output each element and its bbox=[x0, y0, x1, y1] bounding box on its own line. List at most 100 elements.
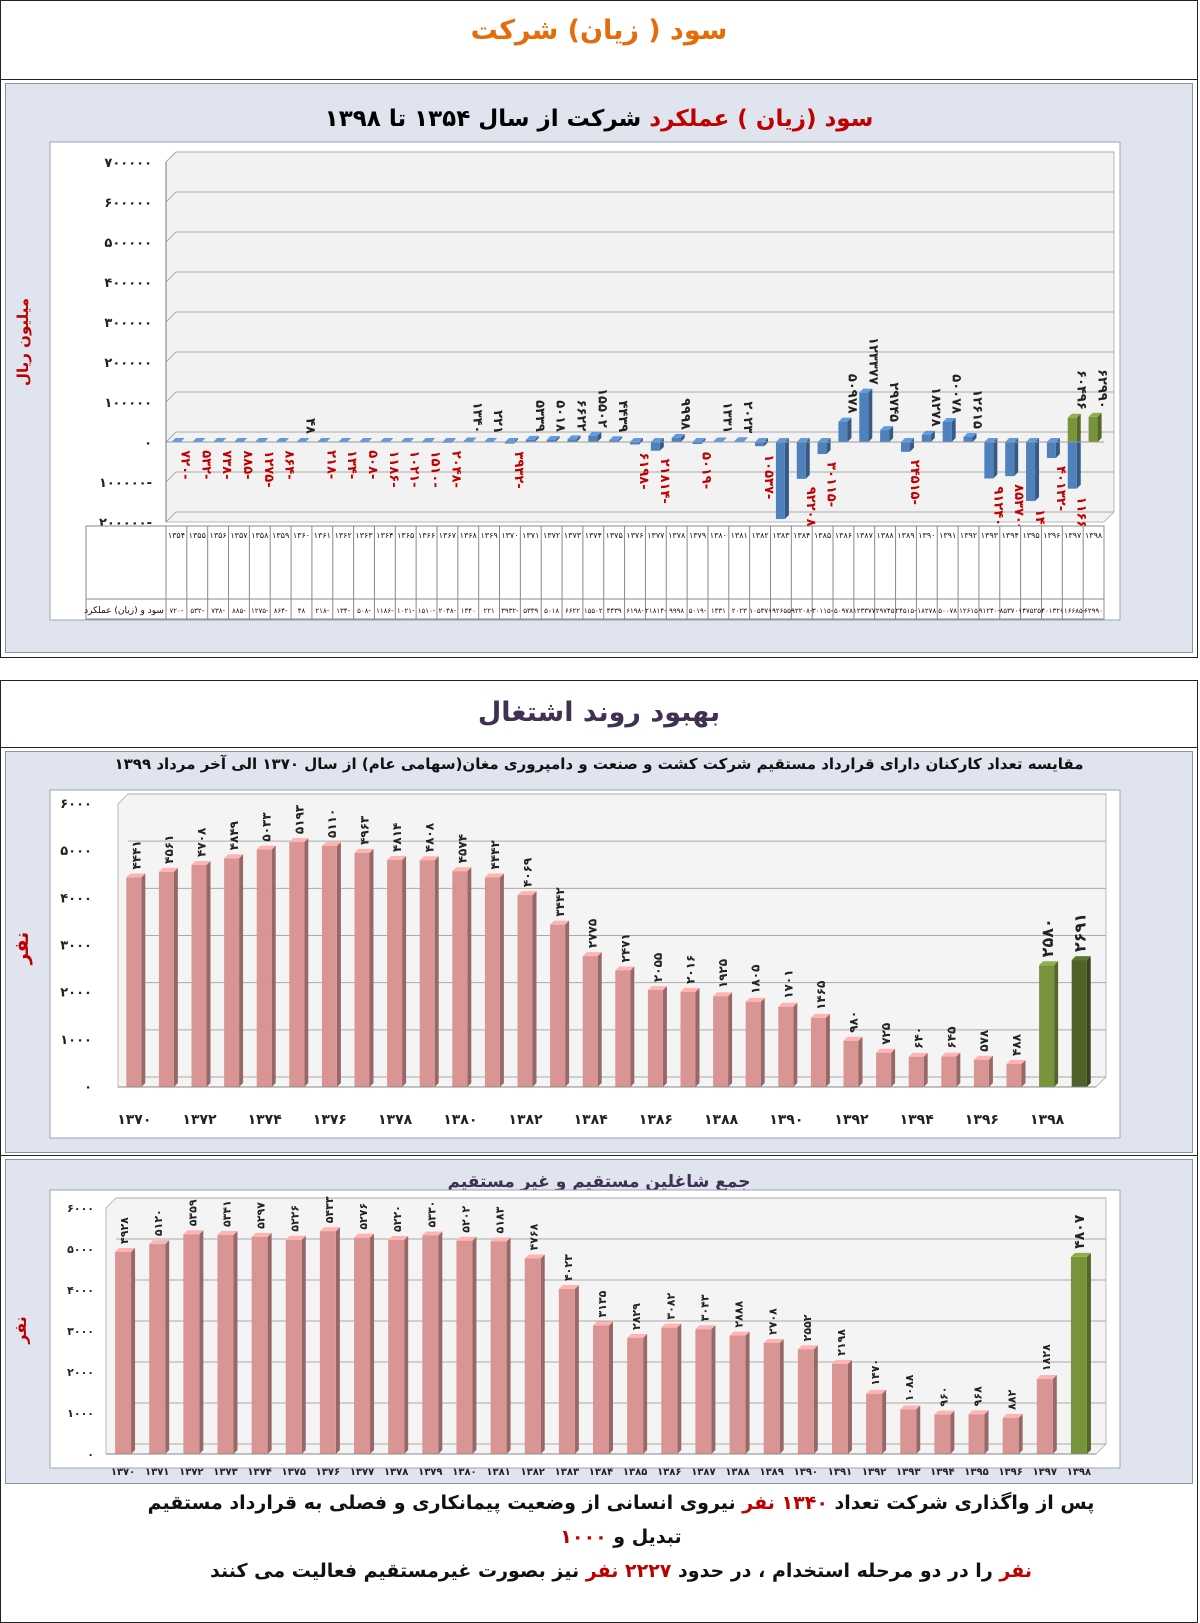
x-tick-label: ۱۳۸۷ bbox=[856, 531, 874, 540]
bar-side bbox=[540, 1254, 545, 1454]
bar-side bbox=[1076, 413, 1081, 442]
bar bbox=[661, 1327, 678, 1454]
data-label: ۵۱۱۰ bbox=[325, 809, 339, 838]
table-value: ۷۳۸- bbox=[211, 607, 225, 615]
bar-side bbox=[1021, 1059, 1026, 1087]
bar-side bbox=[434, 856, 439, 1087]
x-tick-label: ۱۳۷۲ bbox=[179, 1467, 203, 1478]
y-tick-label: ۲۰۰۰ bbox=[67, 1366, 94, 1379]
bar-top bbox=[289, 838, 309, 843]
bar bbox=[321, 845, 337, 1087]
bar bbox=[452, 871, 468, 1087]
data-label: ۲۵۵۲ bbox=[801, 1314, 814, 1341]
bar-side bbox=[301, 1235, 306, 1454]
bar bbox=[921, 434, 931, 442]
bar-side bbox=[180, 438, 185, 443]
bar-side bbox=[565, 920, 570, 1087]
bar-top bbox=[680, 987, 700, 992]
note-line-1: پس از واگذاری شرکت تعداد ۱۳۴۰ نفر نیروی … bbox=[121, 1486, 1121, 1554]
data-label: ۲۵۸۰ bbox=[1038, 918, 1057, 957]
data-label: ۲۶۹۱ bbox=[1071, 913, 1090, 952]
employment-section-title: بهبود روند اشتغال bbox=[477, 697, 721, 728]
data-label: ۲۹۷۴۵ bbox=[886, 382, 901, 422]
data-label: ۶۴۰ bbox=[912, 1027, 926, 1049]
bar-top bbox=[763, 1338, 784, 1343]
x-tick-label: ۱۳۷۴ bbox=[247, 1467, 271, 1478]
data-label: ۹۶۸ bbox=[972, 1386, 985, 1406]
x-tick-label: ۱۳۹۱ bbox=[939, 531, 956, 540]
bar-top bbox=[317, 438, 331, 442]
data-label: ۴۰۲۳ bbox=[562, 1254, 575, 1281]
bar bbox=[149, 1244, 166, 1454]
bar-top bbox=[921, 430, 935, 435]
bar-side bbox=[695, 987, 700, 1087]
bar-top bbox=[442, 438, 456, 442]
data-label: ۵۰۹۷۸ bbox=[844, 374, 859, 414]
data-label: ۴۴۴۱ bbox=[129, 840, 143, 869]
bar bbox=[567, 439, 577, 442]
table-value: ۲۰۲۳ bbox=[732, 607, 747, 615]
bar-top bbox=[973, 1055, 993, 1060]
x-tick-label: ۱۳۸۵ bbox=[623, 1467, 647, 1478]
x-tick-label: ۱۳۸۹ bbox=[897, 531, 914, 540]
bar bbox=[671, 438, 681, 442]
data-label: ۹۹۹۸ bbox=[678, 398, 693, 430]
x-tick-label: ۱۳۷۳ bbox=[564, 531, 582, 540]
data-label: ۵۲۹۷ bbox=[255, 1202, 268, 1229]
bar bbox=[796, 442, 806, 479]
data-label: ۲۲۱ bbox=[490, 410, 505, 434]
note-highlight: ۱۰۰۰ bbox=[560, 1526, 607, 1548]
profit-chart-panel: سود (زیان ) عملکرد شرکت از سال ۱۳۵۴ تا ۱… bbox=[5, 83, 1193, 653]
data-label: ۷۲۰- bbox=[177, 450, 192, 479]
bar bbox=[609, 440, 619, 442]
bar bbox=[217, 1235, 234, 1454]
bar-top bbox=[968, 1410, 989, 1415]
bar-top bbox=[866, 1389, 887, 1394]
bar-side bbox=[1086, 956, 1091, 1087]
x-tick-label: ۱۳۹۲ bbox=[862, 1467, 886, 1478]
bar-side bbox=[858, 1036, 863, 1087]
bar bbox=[354, 1237, 371, 1454]
bar-top bbox=[984, 438, 998, 442]
y-tick-label: ۰ bbox=[144, 436, 152, 451]
bar-side bbox=[1086, 1252, 1091, 1454]
data-label: ۱۰۵۳۷- bbox=[761, 454, 776, 499]
bar-side bbox=[239, 854, 244, 1087]
bar-top bbox=[755, 438, 769, 442]
note-text: پس از واگذاری شرکت تعداد bbox=[827, 1492, 1095, 1514]
bar bbox=[126, 877, 142, 1087]
x-tick-label: ۱۳۷۲ bbox=[543, 531, 560, 540]
bar-top bbox=[224, 854, 244, 859]
x-tick-label: ۱۳۷۶ bbox=[626, 531, 643, 540]
table-value: ۵۰۹۷۸ bbox=[834, 607, 853, 615]
x-tick-label: ۱۳۷۵ bbox=[606, 531, 623, 540]
total-employees-panel: جمع شاغلین مستقیم و غیر مستقیم ۶۰۰۰ ۵۰۰۰ ۴… bbox=[5, 1159, 1193, 1484]
data-label: ۹۱۲۴۰- bbox=[990, 486, 1005, 531]
bar-top bbox=[251, 1232, 272, 1237]
x-tick-label: ۱۳۹۲ bbox=[960, 531, 977, 540]
data-label: ۲۱۸۱۴- bbox=[657, 459, 672, 504]
bar-side bbox=[404, 1235, 409, 1454]
x-tick-label: ۱۳۷۸ bbox=[378, 1112, 413, 1128]
bar-top bbox=[1070, 1252, 1091, 1257]
y-tick-label: ۵۰۰۰ bbox=[60, 844, 92, 859]
bar bbox=[354, 852, 370, 1087]
data-label: ۲۱۹۸ bbox=[835, 1329, 848, 1356]
data-label: ۴۴۴۲ bbox=[488, 840, 502, 870]
bar bbox=[695, 1329, 712, 1454]
data-label: ۲۱۸- bbox=[323, 450, 338, 479]
note-text: نیروی انسانی از وضعیت پیمانکاری و فصلی ب… bbox=[147, 1492, 743, 1548]
bar-side bbox=[618, 436, 623, 442]
gridline bbox=[165, 351, 177, 363]
bar bbox=[387, 859, 403, 1087]
bar-side bbox=[131, 1247, 136, 1454]
y-tick-label: ۳۰۰۰ bbox=[60, 939, 92, 954]
bar-side bbox=[630, 966, 635, 1087]
data-label: ۴۹۲۸ bbox=[118, 1217, 131, 1244]
bar-side bbox=[639, 438, 643, 445]
bar bbox=[615, 970, 631, 1087]
y-tick-label: ۰ bbox=[87, 1448, 94, 1461]
bar-side bbox=[597, 431, 602, 442]
data-label: ۴۸۰۸ bbox=[423, 822, 437, 852]
bar-top bbox=[191, 860, 211, 865]
